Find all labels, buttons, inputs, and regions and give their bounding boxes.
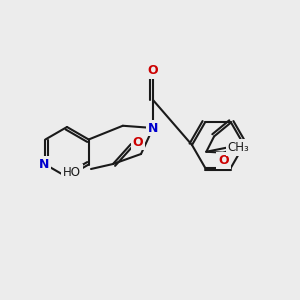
Text: O: O [148,64,158,77]
Text: O: O [218,154,229,167]
Text: N: N [39,158,50,171]
Text: O: O [133,136,143,148]
Text: N: N [148,122,158,134]
Text: CH₃: CH₃ [227,141,249,154]
Text: HO: HO [63,166,81,178]
